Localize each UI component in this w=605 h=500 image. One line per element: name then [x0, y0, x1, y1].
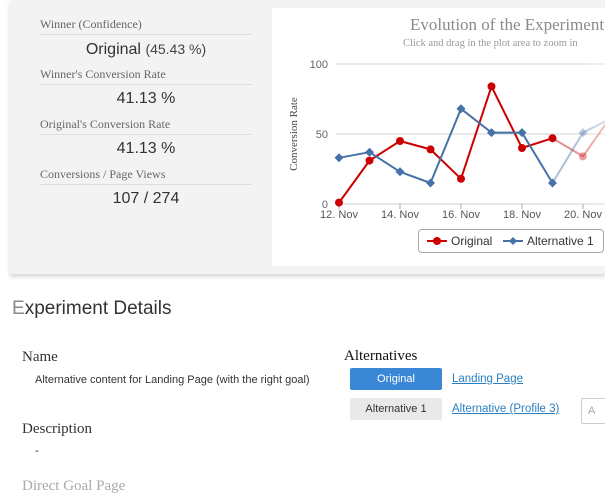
chart-plot[interactable]: 0 50 100 12. Nov 14. Nov 16. Nov 18. Nov 20. No… [272, 8, 605, 266]
details-title-initial: E [12, 298, 25, 319]
winner-confidence: (45.43 %) [145, 41, 207, 57]
description-label: Description [22, 421, 92, 437]
series-line-original [460, 86, 493, 180]
stats-column: Winner (Confidence) Original (45.43 %) W… [40, 14, 252, 214]
y-axis-title: Conversion Rate [288, 97, 300, 171]
legend-label-original: Original [451, 234, 493, 248]
winner-value: Original (45.43 %) [40, 34, 252, 64]
conversions-value: 107 / 274 [40, 184, 252, 214]
evolution-chart[interactable]: Evolution of the Experiment Click and dr… [272, 8, 605, 266]
legend-label-alternative: Alternative 1 [527, 234, 594, 248]
data-point-alternative [517, 128, 527, 138]
data-point-alternative [548, 178, 557, 188]
data-point-alternative [365, 147, 374, 157]
details-title-rest: xperiment Details [24, 298, 172, 319]
original-alternative-button[interactable]: Original [350, 368, 442, 390]
data-point-alternative [456, 104, 466, 114]
alternative-input[interactable]: A [581, 398, 605, 424]
winner-name: Original [85, 41, 141, 58]
series-line-alternative [521, 132, 554, 184]
winner-label: Winner (Confidence) [40, 17, 142, 31]
chart-subtitle: Click and drag in the plot area to zoom … [403, 38, 578, 49]
winner-rate-value: 41.13 % [40, 84, 252, 114]
series-line-original [399, 140, 431, 151]
conversions-label: Conversions / Page Views [40, 167, 166, 181]
x-tick-label: 14. Nov [381, 209, 419, 221]
series-line-alternative [368, 151, 401, 173]
series-line-original [490, 85, 523, 149]
data-point-alternative [487, 128, 496, 138]
legend-marker-alternative [503, 237, 523, 245]
chart-title: Evolution of the Experiment [410, 15, 605, 34]
series-line-original [338, 160, 371, 204]
data-point-alternative [426, 178, 435, 188]
series-line-alternative [399, 170, 431, 184]
x-tick-label: 12. Nov [320, 209, 358, 221]
data-point-alternative [334, 153, 344, 163]
name-value: Alternative content for Landing Page (wi… [35, 374, 310, 386]
data-point-original [487, 82, 496, 91]
x-tick-label: 16. Nov [442, 209, 480, 221]
series-line-original [521, 137, 553, 149]
y-tick-label: 0 [322, 199, 328, 211]
name-label: Name [22, 349, 58, 365]
alternative-1-button[interactable]: Alternative 1 [350, 398, 442, 420]
y-tick-label: 100 [310, 59, 328, 71]
data-point-original [335, 198, 343, 207]
alternatives-heading: Alternatives [344, 348, 418, 364]
x-tick-label: 18. Nov [503, 209, 541, 221]
edge-fade-overlay [572, 58, 605, 204]
x-tick-label: 20. Nov [564, 209, 602, 221]
summary-panel: Winner (Confidence) Original (45.43 %) W… [10, 0, 605, 275]
series-line-alternative [460, 108, 493, 134]
data-point-original [365, 156, 374, 165]
description-value: - [35, 445, 39, 457]
landing-page-link[interactable]: Landing Page [452, 373, 523, 385]
winner-rate-label: Winner's Conversion Rate [40, 67, 166, 81]
original-rate-value: 41.13 % [40, 134, 252, 164]
data-point-original [518, 144, 526, 152]
data-point-alternative [395, 167, 405, 177]
direct-goal-label: Direct Goal Page [22, 478, 126, 494]
data-point-original [457, 174, 465, 183]
series-line-alternative [429, 108, 462, 184]
series-line-original [368, 140, 401, 162]
alternative-profile-link[interactable]: Alternative (Profile 3) [452, 403, 560, 415]
series-line-alternative [338, 151, 370, 159]
experiment-details-heading: Experiment Details [12, 298, 171, 320]
series-line-original [429, 148, 462, 180]
data-point-original [396, 137, 404, 145]
chart-legend: Original Alternative 1 [418, 229, 604, 253]
y-tick-label: 50 [316, 129, 328, 141]
original-rate-label: Original's Conversion Rate [40, 117, 171, 131]
data-point-original [426, 145, 435, 154]
legend-marker-original [427, 237, 447, 245]
data-point-original [548, 134, 557, 143]
